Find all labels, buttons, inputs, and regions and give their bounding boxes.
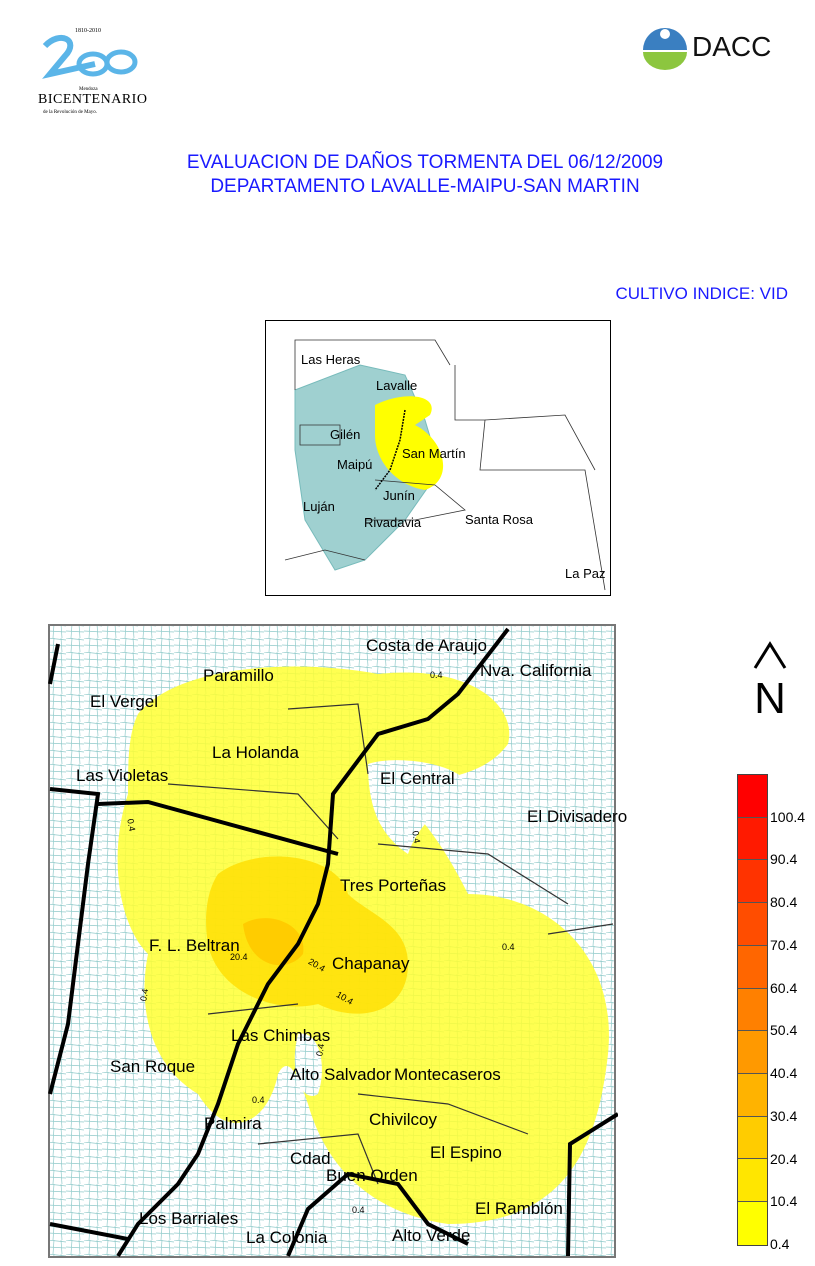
inset-label: Santa Rosa (465, 512, 533, 527)
map-label: Las Chimbas (231, 1026, 331, 1045)
legend-tick-label: 90.4 (770, 851, 798, 868)
contour-label: 0.4 (314, 1042, 327, 1058)
map-label: Las Violetas (76, 766, 169, 785)
north-arrow: N (745, 640, 795, 721)
legend-tick-label: 30.4 (770, 1107, 798, 1124)
inset-label: Lavalle (376, 378, 418, 393)
legend-tick-label: 10.4 (770, 1193, 798, 1210)
map-label: Paramillo (203, 666, 274, 685)
contour-label: 0.4 (252, 1095, 265, 1105)
legend-tick-label: 100.4 (770, 808, 806, 825)
map-label: Palmira (204, 1114, 262, 1133)
legend-tick-label: 0.4 (770, 1236, 790, 1252)
title-line-2: DEPARTAMENTO LAVALLE-MAIPU-SAN MARTIN (210, 176, 640, 197)
map-label: Cdad (290, 1149, 331, 1168)
map-label: Alto Salvador (290, 1065, 392, 1084)
legend-tick-label: 40.4 (770, 1065, 798, 1082)
contour-label: 0.4 (430, 670, 443, 680)
legend-tick-label: 50.4 (770, 1022, 798, 1039)
legend-color-band (738, 775, 767, 818)
legend-color-band (738, 1159, 767, 1203)
inset-label: Maipú (337, 457, 373, 472)
map-label: Montecaseros (394, 1065, 501, 1084)
contour-label: 0.4 (352, 1205, 365, 1215)
map-label: Los Barriales (139, 1209, 239, 1228)
map-label: Chivilcoy (369, 1110, 438, 1129)
inset-label: Luján (303, 499, 335, 514)
map-label: El Ramblón (475, 1199, 563, 1218)
contour-label: 0.4 (125, 817, 138, 833)
map-label: El Central (380, 769, 455, 788)
legend-color-band (738, 1074, 767, 1117)
legend-color-band (738, 860, 767, 904)
legend-color-band (738, 903, 767, 946)
map-label: Tres Porteñas (340, 876, 447, 895)
inset-label: Rivadavia (364, 515, 422, 530)
map-label: La Holanda (212, 743, 299, 762)
inset-label: Las Heras (301, 352, 361, 367)
main-damage-map (48, 624, 618, 1258)
legend-tick-label: 60.4 (770, 979, 798, 996)
map-label: Costa de Araujo (366, 636, 487, 655)
map-label: F. L. Beltran (149, 936, 240, 955)
inset-map (265, 320, 611, 596)
legend-color-band (738, 817, 767, 861)
legend-tick-label: 70.4 (770, 936, 798, 953)
crop-index-label: CULTIVO INDICE: VID (615, 284, 788, 303)
map-label: El Divisadero (527, 807, 628, 826)
map-label: Nva. California (480, 661, 592, 680)
inset-label: Junín (383, 488, 415, 503)
bicentenario-ribbon-icon (42, 34, 138, 79)
inset-label: Gilén (330, 427, 361, 442)
contour-label: 20.4 (230, 952, 248, 962)
dacc-emblem-icon (643, 28, 687, 70)
contour-label: 0.4 (502, 942, 515, 952)
map-label: La Colonia (246, 1228, 328, 1247)
map-label: Alto Verde (392, 1226, 471, 1245)
north-arrow-icon (753, 641, 787, 669)
contour-label: 0.4 (138, 987, 151, 1003)
dacc-logo: DACC (640, 22, 815, 72)
inset-label: La Paz (565, 566, 606, 581)
map-label: San Roque (110, 1057, 196, 1076)
legend-color-band (738, 988, 767, 1032)
legend-color-band (738, 1116, 767, 1160)
damage-legend (737, 774, 768, 1246)
bicentenario-logo: 1810-2010 Mendoza Bicentenario de la Rev… (35, 28, 147, 118)
legend-color-band (738, 945, 767, 989)
map-label: Buen Orden (326, 1166, 418, 1185)
legend-tick-label: 20.4 (770, 1150, 798, 1167)
title-line-1: EVALUACION DE DAÑOS TORMENTA DEL 06/12/2… (186, 152, 664, 173)
contour-label: 0.4 (410, 829, 423, 845)
inset-label: San Martín (402, 446, 466, 461)
map-label: El Vergel (90, 692, 159, 711)
map-label: El Espino (430, 1143, 502, 1162)
legend-tick-label: 80.4 (770, 894, 798, 911)
legend-color-band (738, 1202, 767, 1245)
legend-color-band (738, 1031, 767, 1075)
map-label: Chapanay (332, 954, 410, 973)
